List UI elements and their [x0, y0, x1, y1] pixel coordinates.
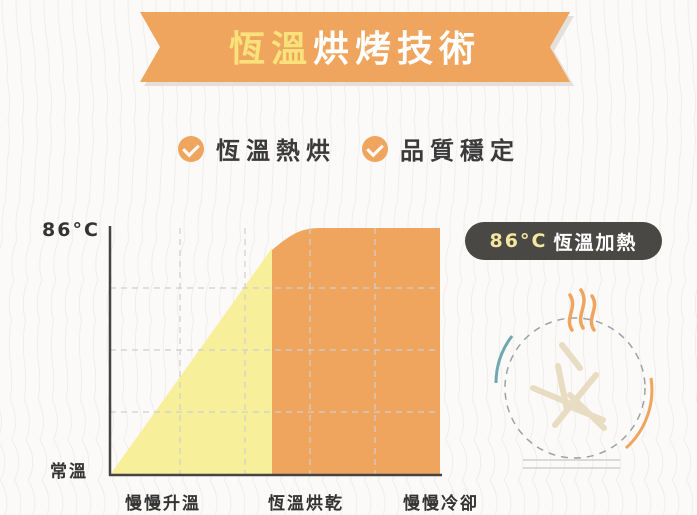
check-icon: [178, 135, 204, 162]
y-top-label: 86°C: [42, 219, 100, 241]
badge-text: 恆溫加熱: [553, 231, 638, 254]
dashed-circle: [504, 317, 646, 459]
stage-label: 慢慢升溫: [125, 494, 201, 514]
wave-line: [666, 0, 683, 515]
feature-label: 品質穩定: [400, 137, 520, 165]
heat-badge: 86°C 恆溫加熱: [465, 222, 662, 260]
wave-line: [596, 0, 613, 515]
grain-sticks-icon: [530, 342, 607, 431]
wave-line: [92, 0, 109, 515]
page-title: 恆溫 烘烤技術: [140, 10, 570, 82]
grid-lines: [110, 228, 440, 475]
base-lines: [523, 459, 620, 469]
check-icon: [362, 135, 388, 162]
wave-line: [638, 0, 655, 515]
wave-line: [50, 0, 67, 515]
constant-area: [272, 228, 440, 475]
wave-line: [624, 0, 641, 515]
wave-line: [22, 0, 39, 515]
wave-line: [680, 0, 697, 515]
y-bottom-label: 常溫: [50, 462, 88, 482]
title-rest: 烘烤技術: [313, 29, 482, 70]
stage-label: 恆溫烘乾: [268, 494, 344, 514]
wave-line: [64, 0, 81, 515]
wave-line: [36, 0, 53, 515]
cool-arc: [494, 335, 514, 384]
feature-constant-heat: 恆溫熱烘: [178, 131, 336, 166]
warm-arc: [624, 377, 654, 450]
wave-line: [568, 0, 585, 515]
feature-label: 恆溫熱烘: [216, 137, 336, 165]
wave-line: [120, 0, 137, 515]
heating-area: [110, 248, 272, 475]
steam-icon: [567, 288, 597, 332]
feature-stable-quality: 品質穩定: [362, 131, 520, 166]
wave-line: [652, 0, 669, 515]
stage-label: 慢慢冷卻: [403, 494, 479, 514]
wave-line: [610, 0, 627, 515]
wave-line: [582, 0, 599, 515]
wave-line: [8, 0, 25, 515]
badge-temp: 86°C: [489, 230, 548, 252]
wave-line: [0, 0, 11, 515]
title-highlight: 恆溫: [228, 29, 313, 70]
wave-line: [78, 0, 95, 515]
